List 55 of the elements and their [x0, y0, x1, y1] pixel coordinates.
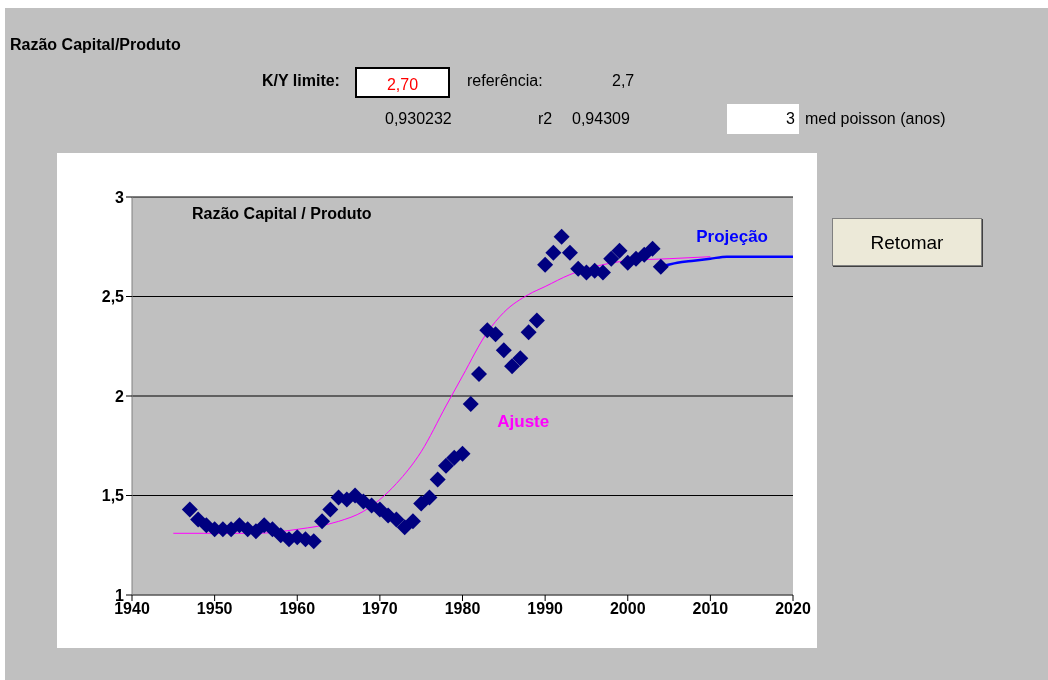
y-tick-label: 1,5 [101, 487, 125, 505]
point [404, 513, 421, 530]
point [528, 312, 545, 329]
point [462, 395, 479, 412]
point [454, 445, 471, 462]
point [487, 326, 504, 343]
point [512, 350, 529, 367]
point [421, 489, 438, 506]
point [603, 250, 620, 267]
text: 0,94309 [572, 110, 630, 128]
x-tick-label: 1960 [279, 600, 316, 618]
x-tick-label: 2010 [692, 600, 729, 618]
x-tick-label: 1940 [114, 600, 150, 618]
point [611, 242, 628, 259]
x-tick-label: 1970 [362, 600, 398, 618]
point [322, 501, 339, 518]
point [537, 256, 554, 273]
text: 3 [727, 104, 799, 134]
y-tick-label: 3 [115, 188, 125, 206]
point [264, 521, 281, 538]
text: Retomar [832, 218, 982, 266]
text: referência: [467, 72, 543, 90]
text: 2,70 [355, 67, 450, 98]
point [471, 366, 488, 383]
point [561, 244, 578, 261]
y-tick-label: 2 [115, 387, 125, 405]
point [437, 457, 454, 474]
point [636, 246, 653, 263]
point [652, 258, 669, 275]
point [644, 240, 661, 257]
point [429, 471, 446, 488]
text: 0,930232 [385, 110, 452, 128]
text: med poisson (anos) [805, 110, 946, 128]
x-tick-label: 1980 [444, 600, 481, 618]
x-tick-label: 2020 [775, 600, 811, 618]
point [504, 358, 521, 375]
point [190, 511, 207, 528]
text: 2,7 [612, 72, 635, 90]
x-tick-label: 1990 [527, 600, 564, 618]
point [553, 228, 570, 245]
point [545, 244, 562, 261]
point [520, 324, 537, 341]
text: K/Y limite: [262, 72, 340, 90]
series-label: Projeção [696, 226, 768, 246]
x-tick-label: 1950 [196, 600, 233, 618]
point [495, 342, 512, 359]
y-tick-label: 2,5 [101, 288, 125, 306]
text: Razão Capital / Produto [192, 205, 372, 223]
point [314, 513, 331, 530]
text: r2 [538, 110, 553, 128]
text: Ajuste [497, 412, 550, 432]
point [388, 511, 405, 528]
point [181, 501, 198, 518]
chart-title: Razão Capital/Produto [10, 36, 181, 54]
x-tick-label: 2000 [609, 600, 646, 618]
